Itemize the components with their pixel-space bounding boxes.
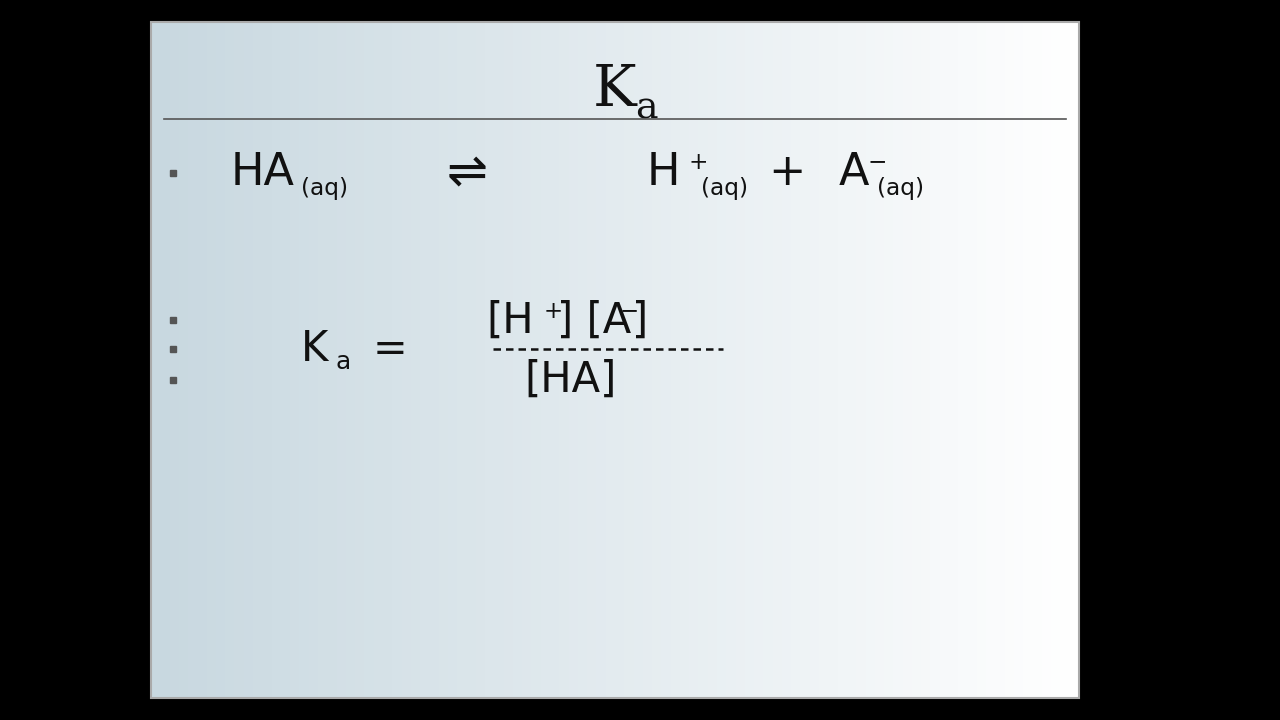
Text: =: = (372, 328, 408, 370)
Text: +: + (544, 300, 563, 323)
Text: ]: ] (632, 300, 649, 341)
Text: A: A (838, 151, 869, 194)
Text: a: a (335, 350, 351, 374)
Text: K: K (593, 62, 636, 118)
Text: (aq): (aq) (877, 177, 924, 200)
Text: [H: [H (486, 300, 534, 341)
Text: ] [A: ] [A (557, 300, 631, 341)
Bar (151, 22, 1079, 698)
Text: a: a (635, 90, 658, 126)
Text: H: H (646, 151, 680, 194)
Text: K: K (301, 328, 328, 370)
Text: +: + (689, 150, 708, 174)
Text: −: − (620, 300, 639, 323)
Text: +: + (768, 151, 806, 194)
Text: ⇌: ⇌ (447, 149, 488, 197)
Text: HA: HA (230, 151, 294, 194)
Text: [HA]: [HA] (525, 359, 617, 401)
Text: (aq): (aq) (701, 177, 749, 200)
Text: (aq): (aq) (301, 177, 348, 200)
Text: −: − (868, 150, 887, 174)
